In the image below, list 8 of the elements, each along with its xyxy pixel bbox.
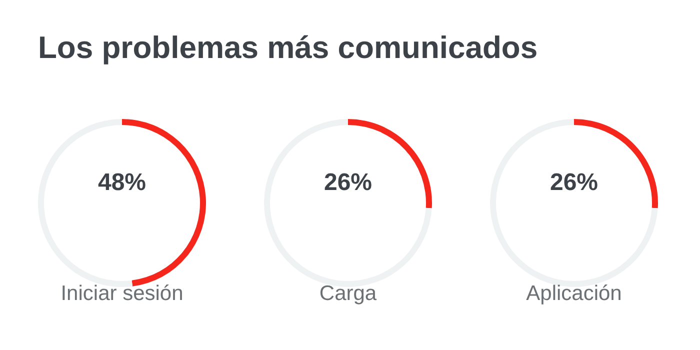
text: Carga <box>319 282 377 305</box>
text: Aplicación <box>526 282 622 305</box>
data-label: 26% <box>550 169 598 196</box>
data-label: 26% <box>324 169 372 196</box>
text: Los problemas más comunicados <box>38 30 538 66</box>
donut-slice <box>264 119 432 287</box>
text: Iniciar sesión <box>60 282 184 305</box>
data-label: 48% <box>98 169 146 196</box>
